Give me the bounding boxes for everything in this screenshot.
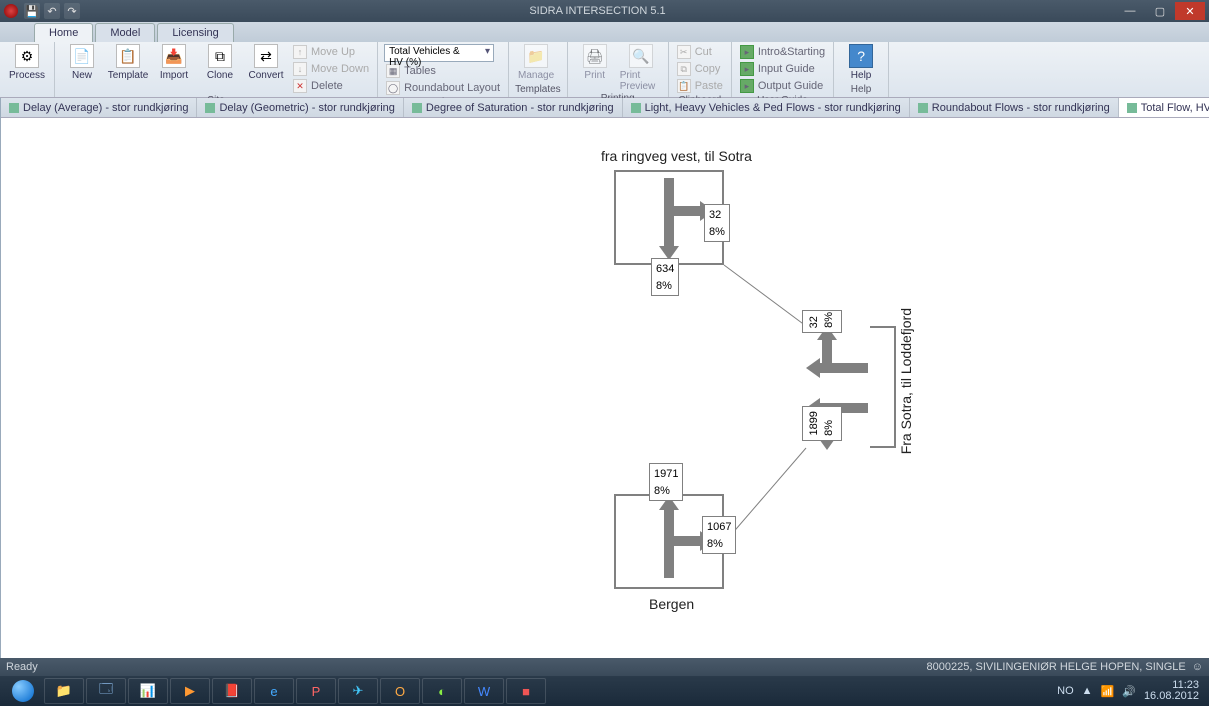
tray-date[interactable]: 16.08.2012 bbox=[1144, 691, 1199, 702]
diagram-canvas: fra ringveg vest, til Sotra 328% 6348% bbox=[1, 118, 1209, 658]
taskbar-item[interactable]: 📕 bbox=[212, 678, 252, 704]
doc-tab[interactable]: Delay (Average) - stor rundkjøring bbox=[1, 98, 197, 117]
taskbar-item[interactable]: e bbox=[254, 678, 294, 704]
tab-home[interactable]: Home bbox=[34, 23, 93, 42]
tree-header: ⬥ × bbox=[0, 98, 1, 112]
value-box: 19718% bbox=[649, 463, 683, 501]
convert-button[interactable]: ⇄Convert bbox=[245, 44, 287, 81]
status-right: 8000225, SIVILINGENIØR HELGE HOPEN, SING… bbox=[927, 661, 1186, 673]
print-preview-button[interactable]: 🔍Print Preview bbox=[620, 44, 662, 92]
diagram-bottom-label: Bergen bbox=[649, 596, 694, 612]
clone-button[interactable]: ⧉Clone bbox=[199, 44, 241, 81]
value-box: 32 8% bbox=[802, 310, 842, 333]
move-down-button[interactable]: ↓Move Down bbox=[291, 61, 371, 77]
body: ⬥ × ⊟alt2 ⊟▼stor rundkjøring ▼ Layout Da… bbox=[0, 98, 1209, 658]
main-area: Delay (Average) - stor rundkjøring Delay… bbox=[1, 98, 1209, 658]
arrow-head-left-icon bbox=[806, 358, 820, 378]
document-tabs: Delay (Average) - stor rundkjøring Delay… bbox=[1, 98, 1209, 118]
delete-button[interactable]: ✕Delete bbox=[291, 78, 371, 94]
print-button[interactable]: 🖨Print bbox=[574, 44, 616, 81]
app-icon bbox=[4, 4, 18, 18]
new-button[interactable]: 📄New bbox=[61, 44, 103, 81]
redo-icon[interactable]: ↷ bbox=[64, 3, 80, 19]
taskbar-item[interactable]: 📊 bbox=[128, 678, 168, 704]
taskbar-item[interactable]: ✈ bbox=[338, 678, 378, 704]
arrow-stem bbox=[822, 338, 832, 368]
maximize-button[interactable]: ▢ bbox=[1145, 2, 1175, 20]
tray-network-icon[interactable]: 📶 bbox=[1101, 685, 1115, 698]
doc-tab[interactable]: Light, Heavy Vehicles & Ped Flows - stor… bbox=[623, 98, 910, 117]
statusbar: Ready 8000225, SIVILINGENIØR HELGE HOPEN… bbox=[0, 658, 1209, 676]
taskbar-item[interactable]: ◐ bbox=[422, 678, 462, 704]
minimize-button[interactable]: — bbox=[1115, 2, 1145, 20]
taskbar-item[interactable]: ▶ bbox=[170, 678, 210, 704]
undo-icon[interactable]: ↶ bbox=[44, 3, 60, 19]
template-button[interactable]: 📋Template bbox=[107, 44, 149, 81]
taskbar-item[interactable]: O bbox=[380, 678, 420, 704]
taskbar-item[interactable]: ■ bbox=[506, 678, 546, 704]
options-dropdown[interactable]: Total Vehicles & HV (%) bbox=[384, 44, 494, 62]
group-label-help: Help bbox=[840, 83, 882, 95]
tray-lang[interactable]: NO bbox=[1057, 685, 1074, 697]
save-icon[interactable]: 💾 bbox=[24, 3, 40, 19]
start-button[interactable] bbox=[4, 678, 42, 704]
copy-button[interactable]: ⧉Copy bbox=[675, 61, 725, 77]
tray-flag-icon[interactable]: ▲ bbox=[1082, 685, 1093, 697]
help-button[interactable]: ?Help bbox=[840, 44, 882, 81]
cut-button[interactable]: ✂Cut bbox=[675, 44, 725, 60]
value-box: 10678% bbox=[702, 516, 736, 554]
output-guide-button[interactable]: ▸Output Guide bbox=[738, 78, 827, 94]
approach-right bbox=[870, 326, 896, 448]
intro-button[interactable]: ▸Intro&Starting bbox=[738, 44, 827, 60]
manage-button[interactable]: 📁Manage bbox=[515, 44, 557, 81]
value-box: 1899 8% bbox=[802, 406, 842, 441]
doc-tab-active[interactable]: Total Flow, HV% & Ped Flows - stor rundk… bbox=[1119, 98, 1209, 117]
group-label-templates: Templates bbox=[515, 83, 561, 95]
tab-licensing[interactable]: Licensing bbox=[157, 23, 233, 42]
tray-volume-icon[interactable]: 🔊 bbox=[1122, 685, 1136, 698]
taskbar-item[interactable]: 🗔 bbox=[86, 678, 126, 704]
window-controls: — ▢ ✕ bbox=[1115, 2, 1205, 20]
taskbar-item[interactable]: W bbox=[464, 678, 504, 704]
move-up-button[interactable]: ↑Move Up bbox=[291, 44, 371, 60]
system-tray: NO ▲ 📶 🔊 11:23 16.08.2012 bbox=[1057, 680, 1205, 702]
arrow-stem bbox=[672, 536, 702, 546]
roundabout-layout-button[interactable]: ◯Roundabout Layout bbox=[384, 80, 502, 96]
doc-tab[interactable]: Degree of Saturation - stor rundkjøring bbox=[404, 98, 623, 117]
ribbon-tabs: Home Model Licensing bbox=[0, 22, 1209, 42]
import-button[interactable]: 📥Import bbox=[153, 44, 195, 81]
taskbar: 📁 🗔 📊 ▶ 📕 e P ✈ O ◐ W ■ NO ▲ 📶 🔊 11:23 1… bbox=[0, 676, 1209, 706]
doc-tab[interactable]: Roundabout Flows - stor rundkjøring bbox=[910, 98, 1119, 117]
doc-tab[interactable]: Delay (Geometric) - stor rundkjøring bbox=[197, 98, 403, 117]
taskbar-item[interactable]: 📁 bbox=[44, 678, 84, 704]
tab-model[interactable]: Model bbox=[95, 23, 155, 42]
flow-diagram: fra ringveg vest, til Sotra 328% 6348% bbox=[466, 148, 926, 628]
tray-time[interactable]: 11:23 bbox=[1144, 680, 1199, 691]
window-title: SIDRA INTERSECTION 5.1 bbox=[80, 5, 1115, 17]
titlebar: 💾 ↶ ↷ SIDRA INTERSECTION 5.1 — ▢ ✕ bbox=[0, 0, 1209, 22]
paste-button[interactable]: 📋Paste bbox=[675, 78, 725, 94]
process-button[interactable]: ⚙Process bbox=[6, 44, 48, 81]
status-left: Ready bbox=[6, 661, 38, 673]
quick-access-toolbar: 💾 ↶ ↷ bbox=[24, 3, 80, 19]
diagram-right-label: Fra Sotra, til Loddefjord bbox=[898, 308, 914, 454]
ribbon: ⚙Process 📄New 📋Template 📥Import ⧉Clone ⇄… bbox=[0, 42, 1209, 98]
close-button[interactable]: ✕ bbox=[1175, 2, 1205, 20]
input-guide-button[interactable]: ▸Input Guide bbox=[738, 61, 827, 77]
taskbar-item[interactable]: P bbox=[296, 678, 336, 704]
